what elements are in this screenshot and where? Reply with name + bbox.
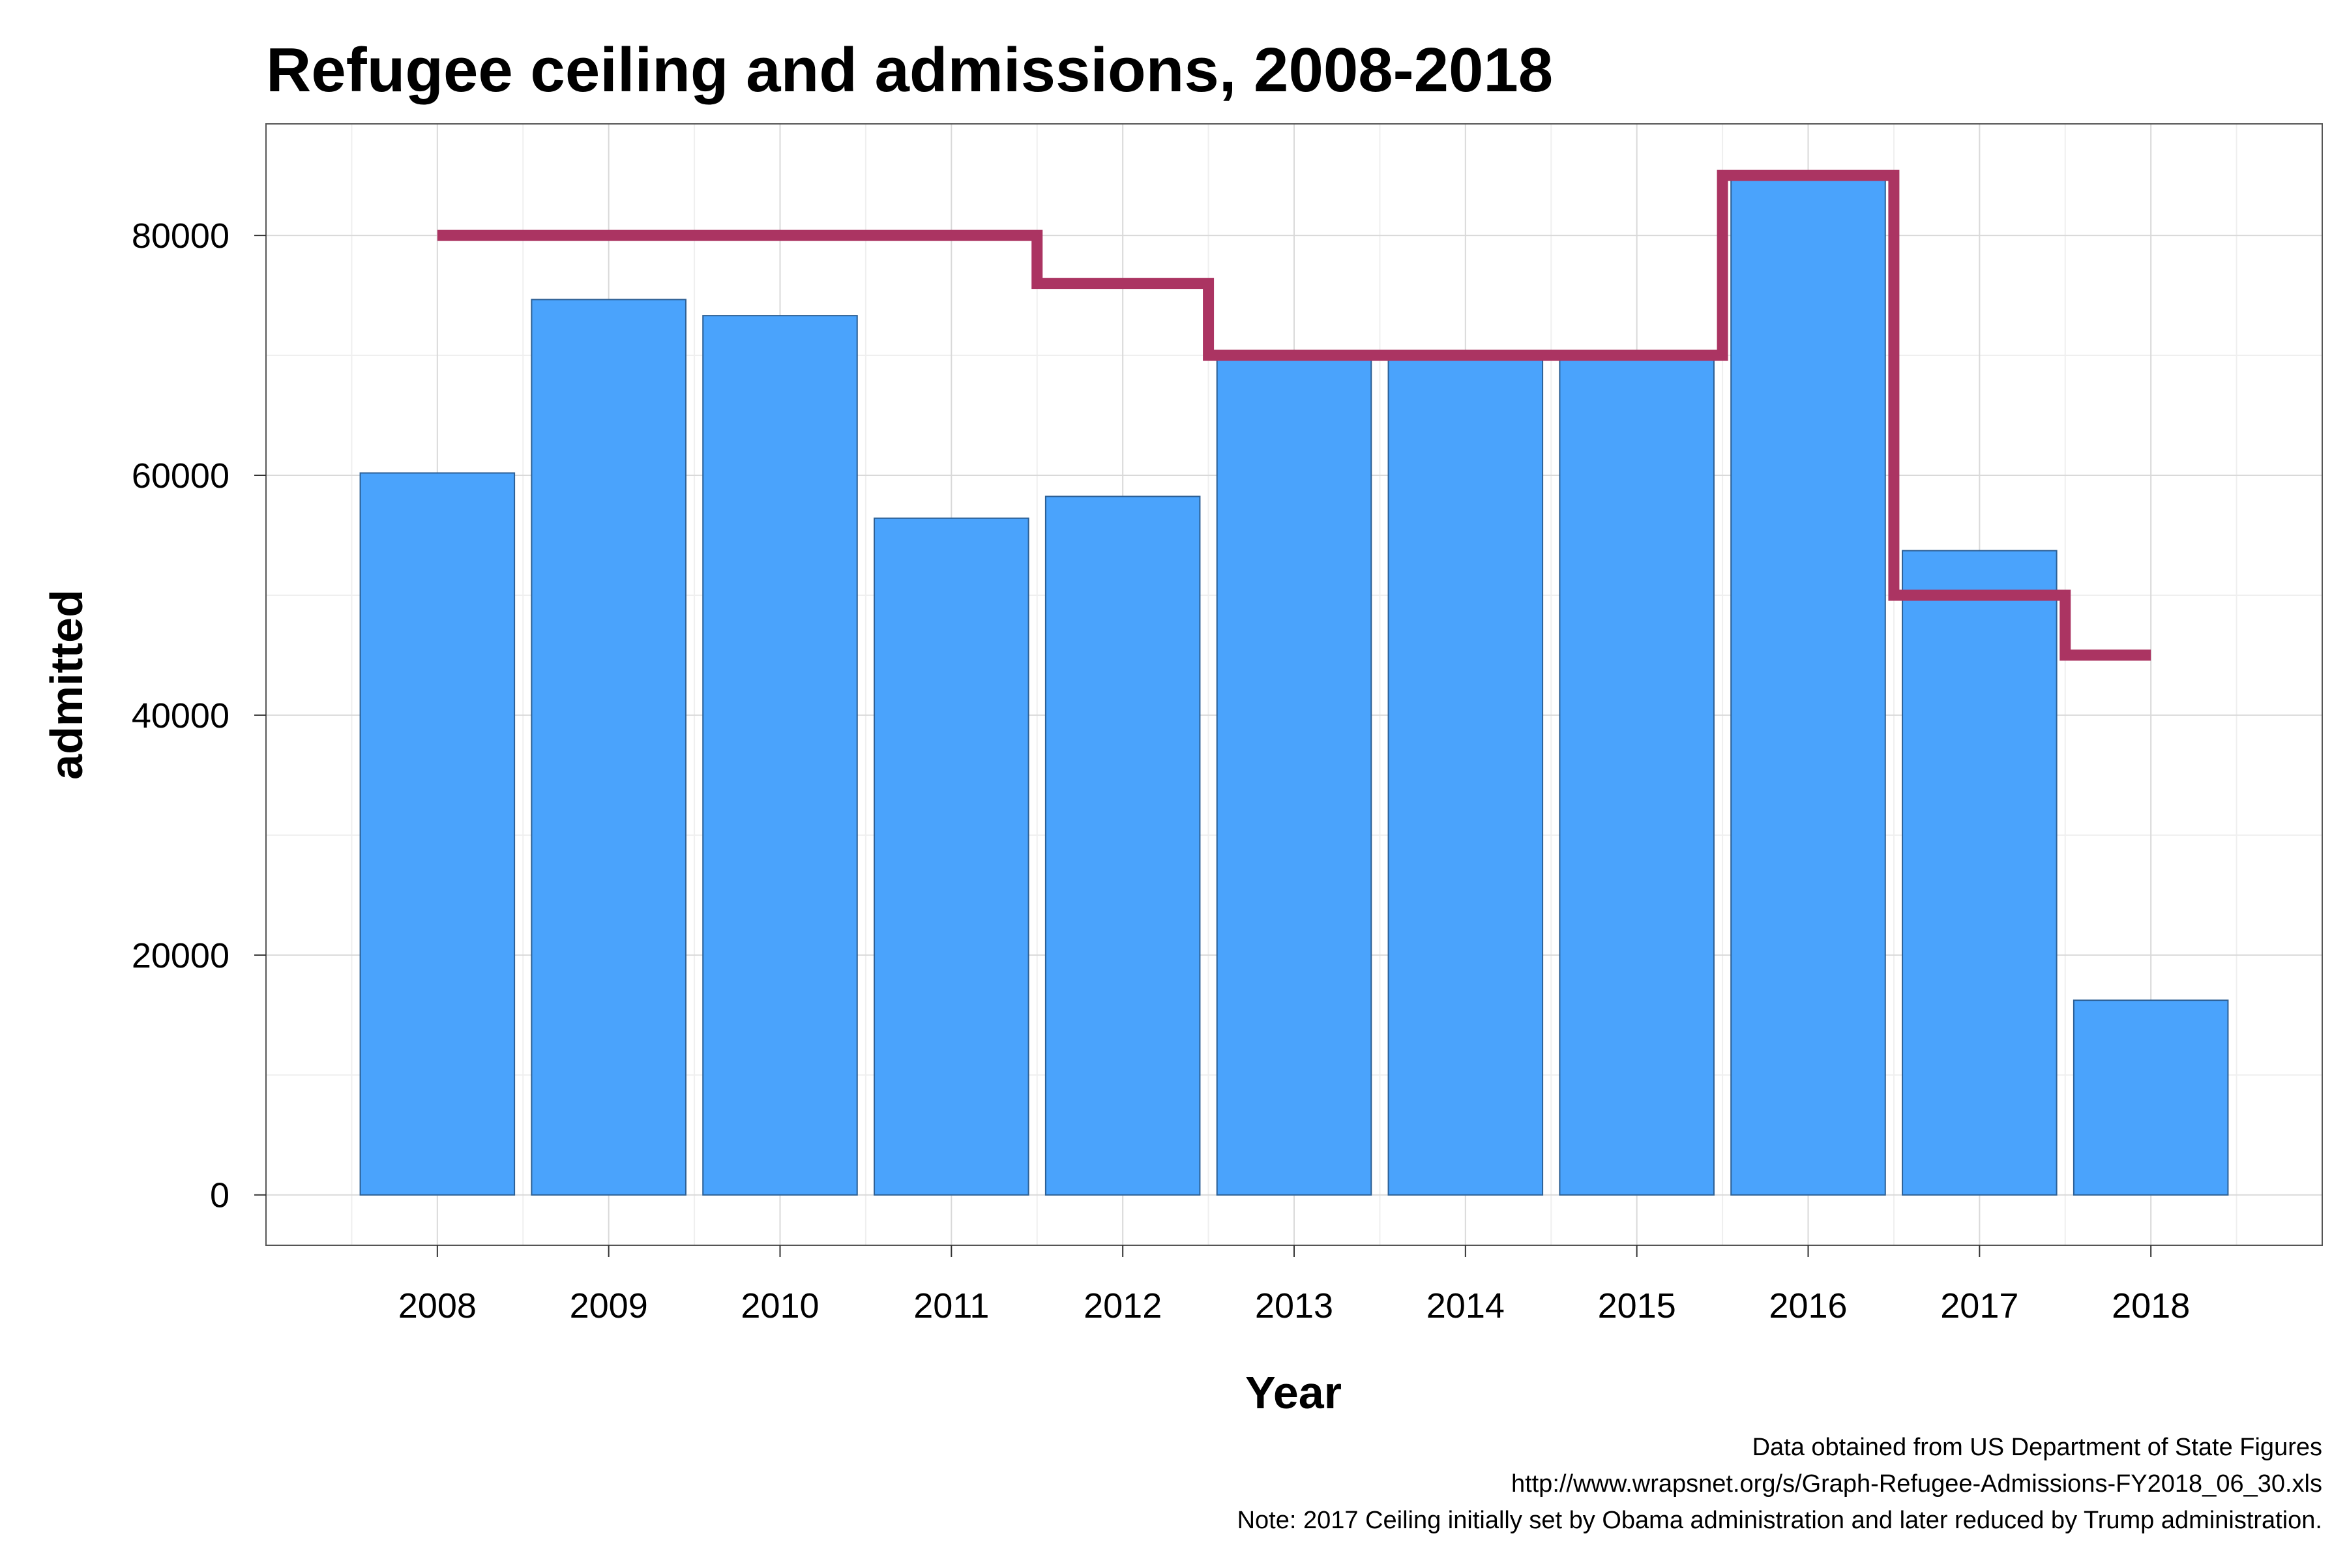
chart-title: Refugee ceiling and admissions, 2008-201… xyxy=(266,35,1553,105)
x-tick-label: 2016 xyxy=(1769,1286,1847,1325)
bar-2015 xyxy=(1559,355,1715,1196)
y-tick-label: 60000 xyxy=(132,456,229,496)
caption-note: Note: 2017 Ceiling initially set by Obam… xyxy=(1237,1507,2322,1534)
x-axis: 2008 2009 2010 2011 2012 2013 2014 2015 2016 2017… xyxy=(398,1245,2190,1325)
caption: Data obtained from US Department of Stat… xyxy=(1237,1434,2322,1534)
y-tick-label: 20000 xyxy=(132,936,229,975)
x-tick-label: 2010 xyxy=(741,1286,819,1325)
x-axis-title: Year xyxy=(1245,1367,1342,1418)
x-tick-label: 2013 xyxy=(1255,1286,1333,1325)
bars xyxy=(359,175,2229,1196)
ceiling-line xyxy=(437,170,2151,661)
y-axis-title: admitted xyxy=(41,589,92,780)
x-tick-label: 2014 xyxy=(1426,1286,1505,1325)
y-tick-label: 80000 xyxy=(132,216,229,256)
bar-2010 xyxy=(702,315,858,1196)
x-tick-label: 2009 xyxy=(570,1286,648,1325)
x-tick-label: 2018 xyxy=(2112,1286,2190,1325)
bar-2013 xyxy=(1216,355,1372,1196)
bar-2008 xyxy=(359,472,516,1196)
y-tick-label: 0 xyxy=(210,1176,229,1215)
x-tick-label: 2015 xyxy=(1598,1286,1676,1325)
bar-2017 xyxy=(1902,550,2058,1196)
bar-2014 xyxy=(1387,355,1544,1196)
bar-2018 xyxy=(2073,999,2229,1196)
bar-2011 xyxy=(874,517,1029,1196)
caption-source: Data obtained from US Department of Stat… xyxy=(1752,1434,2322,1461)
x-tick-label: 2012 xyxy=(1084,1286,1162,1325)
caption-url: http://www.wrapsnet.org/s/Graph-Refugee-… xyxy=(1511,1470,2322,1498)
bar-2009 xyxy=(531,299,686,1196)
y-tick-label: 40000 xyxy=(132,696,229,735)
x-tick-label: 2011 xyxy=(913,1286,989,1325)
x-tick-label: 2008 xyxy=(398,1286,477,1325)
bar-2012 xyxy=(1044,496,1201,1196)
x-tick-label: 2017 xyxy=(1940,1286,2018,1325)
ceiling-line-layer xyxy=(437,170,2151,661)
bar-2016 xyxy=(1730,175,1886,1196)
y-axis: 0 20000 40000 60000 80000 xyxy=(132,216,266,1215)
